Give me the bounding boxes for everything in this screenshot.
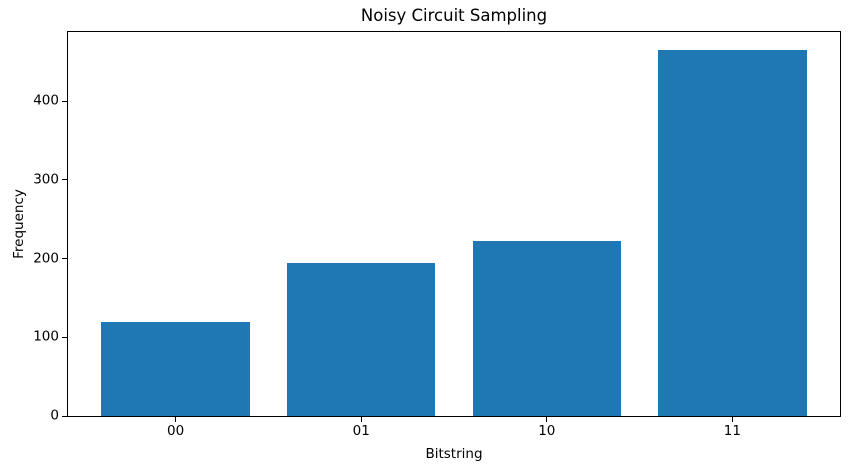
- chart-title: Noisy Circuit Sampling: [360, 6, 548, 25]
- y-tick-label: 400: [33, 92, 59, 109]
- y-tick-label: 0: [50, 407, 59, 424]
- bar-11: [658, 50, 807, 416]
- y-tick-label: 200: [33, 249, 59, 266]
- y-tick-mark: [62, 258, 67, 260]
- plot-area: 0 100 200 300 400 00 01 10 11: [33, 31, 841, 438]
- y-tick-mark: [62, 415, 67, 417]
- x-tick-label: 10: [538, 423, 556, 439]
- y-tick-label: 100: [33, 328, 59, 345]
- y-axis-label: Frequency: [11, 189, 27, 259]
- x-tick-mark: [360, 417, 362, 422]
- y-tick-mark: [62, 179, 67, 181]
- x-tick-mark: [546, 417, 548, 422]
- x-tick-label: 00: [167, 423, 185, 439]
- x-tick-label: 01: [352, 423, 370, 439]
- x-axis-label: Bitstring: [425, 446, 483, 462]
- y-tick-mark: [62, 336, 67, 338]
- bar-10: [472, 241, 621, 416]
- x-tick-mark: [731, 417, 733, 422]
- bar-01: [286, 262, 436, 416]
- y-tick-mark: [62, 100, 67, 102]
- x-tick-mark: [175, 417, 177, 422]
- x-tick-label: 11: [723, 423, 741, 439]
- y-tick-label: 300: [33, 171, 59, 188]
- bar-00: [101, 321, 250, 416]
